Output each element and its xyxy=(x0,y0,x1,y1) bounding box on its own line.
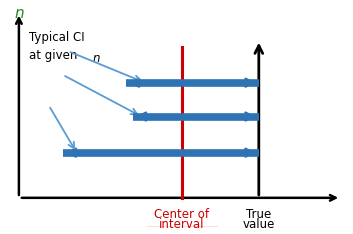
Text: Typical CI
at given: Typical CI at given xyxy=(29,31,85,62)
Text: True: True xyxy=(246,208,271,221)
Text: $n$: $n$ xyxy=(13,6,24,21)
Text: Center of: Center of xyxy=(154,208,209,221)
Text: interval: interval xyxy=(159,218,204,231)
Text: $n$: $n$ xyxy=(92,51,100,65)
Text: value: value xyxy=(243,218,275,231)
